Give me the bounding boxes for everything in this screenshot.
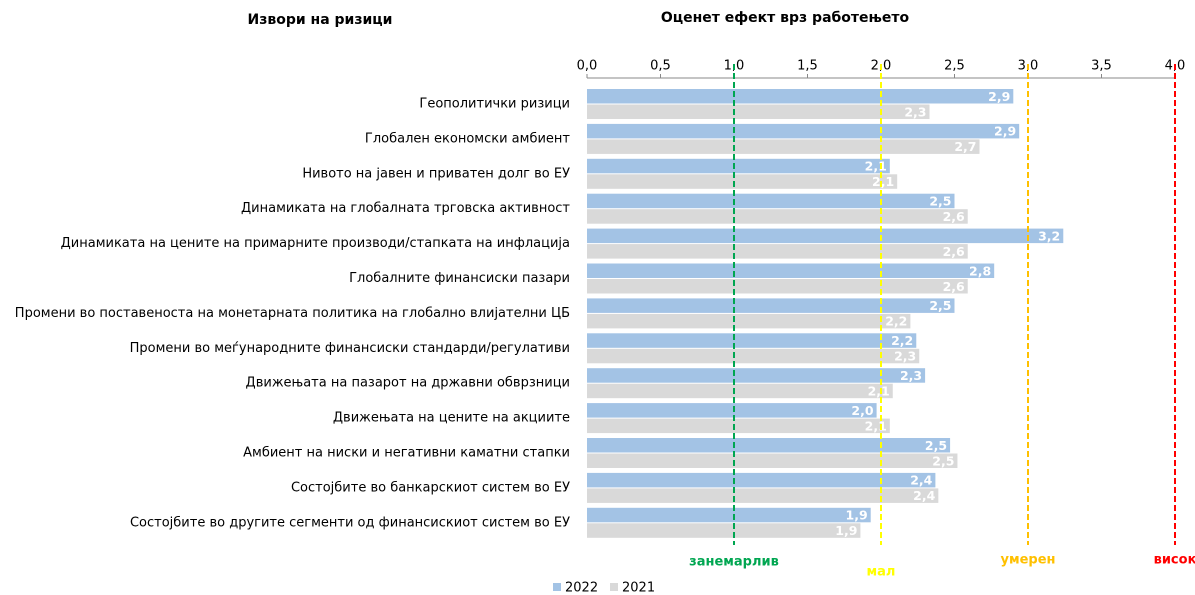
threshold-label: мал <box>867 565 896 580</box>
value-label: 2,8 <box>969 263 991 278</box>
value-label: 2,1 <box>872 174 894 189</box>
value-label: 2,3 <box>900 368 922 383</box>
bar <box>587 488 939 503</box>
x-tick-label: 0,0 <box>577 59 598 74</box>
bar <box>587 507 871 523</box>
bar <box>587 418 890 434</box>
value-label: 2,0 <box>851 403 873 418</box>
category-label: Динамиката на цените на примарните произ… <box>61 236 570 251</box>
value-label: 2,4 <box>910 473 932 488</box>
bar <box>587 348 920 364</box>
value-label: 2,7 <box>954 139 976 154</box>
category-label: Движењата на цените на акциите <box>333 411 570 426</box>
bar <box>587 472 936 488</box>
bar <box>587 174 898 189</box>
legend-swatch <box>553 583 561 591</box>
category-label: Амбиент на ниски и негативни каматни ста… <box>243 446 570 461</box>
bar <box>587 139 980 154</box>
value-label: 2,1 <box>868 383 890 398</box>
legend-swatch <box>610 583 618 591</box>
value-label: 2,2 <box>891 333 913 348</box>
chart-title: Оценет ефект врз работењето <box>661 10 910 26</box>
bar <box>587 209 968 224</box>
category-label: Промени во меѓународните финансиски стан… <box>130 341 570 356</box>
value-label: 2,1 <box>865 418 887 433</box>
legend-label: 2022 <box>565 581 598 595</box>
value-label: 2,5 <box>932 453 954 468</box>
bar <box>587 89 1014 104</box>
category-label: Промени во поставеноста на монетарната п… <box>15 306 570 321</box>
legend-label: 2021 <box>622 581 655 595</box>
bar <box>587 158 890 174</box>
category-label: Состојбите во другите сегменти од финанс… <box>130 515 570 530</box>
bar <box>587 298 955 313</box>
category-label: Глобалните финансиски пазари <box>349 271 570 286</box>
threshold-label: занемарлив <box>689 555 779 570</box>
bar <box>587 453 958 468</box>
category-label: Движењата на пазарот на државни обврзниц… <box>246 376 570 391</box>
category-label: Состојбите во банкарскиот систем во ЕУ <box>291 480 570 495</box>
bar <box>587 228 1064 244</box>
bar <box>587 383 893 399</box>
value-label: 2,3 <box>904 104 926 119</box>
category-label: Геополитички ризици <box>419 97 570 112</box>
value-label: 2,3 <box>894 349 916 364</box>
bar <box>587 438 951 453</box>
value-label: 1,9 <box>835 523 857 538</box>
value-label: 2,4 <box>913 488 935 503</box>
bar <box>587 368 926 383</box>
bar <box>587 279 968 294</box>
value-label: 3,2 <box>1038 228 1060 243</box>
bar <box>587 263 995 278</box>
x-tick-label: 1,5 <box>797 59 818 74</box>
bar <box>587 123 1020 139</box>
x-tick-label: 0,5 <box>650 59 671 74</box>
bar <box>587 523 861 538</box>
bar <box>587 403 877 418</box>
value-label: 1,9 <box>846 508 868 523</box>
value-label: 2,6 <box>943 209 965 224</box>
value-label: 2,5 <box>925 438 947 453</box>
category-header: Извори на ризици <box>248 12 393 28</box>
category-label: Глобален економски амбиент <box>365 131 570 146</box>
value-label: 2,5 <box>929 298 951 313</box>
threshold-label: висок <box>1154 553 1195 568</box>
value-label: 2,1 <box>865 159 887 174</box>
bar <box>587 193 955 209</box>
category-label: Нивото на јавен и приватен долг во ЕУ <box>302 166 570 181</box>
value-label: 2,9 <box>988 89 1010 104</box>
value-label: 2,2 <box>885 314 907 329</box>
value-label: 2,6 <box>943 244 965 259</box>
value-label: 2,9 <box>994 124 1016 139</box>
x-tick-label: 3,5 <box>1091 59 1112 74</box>
category-label: Динамиката на глобалната трговска активн… <box>241 201 570 216</box>
threshold-label: умерен <box>1000 553 1055 568</box>
bar <box>587 244 968 259</box>
bar <box>587 313 911 329</box>
value-label: 2,5 <box>929 193 951 208</box>
bar <box>587 104 930 119</box>
x-tick-label: 2,5 <box>944 59 965 74</box>
bar <box>587 333 917 348</box>
value-label: 2,6 <box>943 279 965 294</box>
